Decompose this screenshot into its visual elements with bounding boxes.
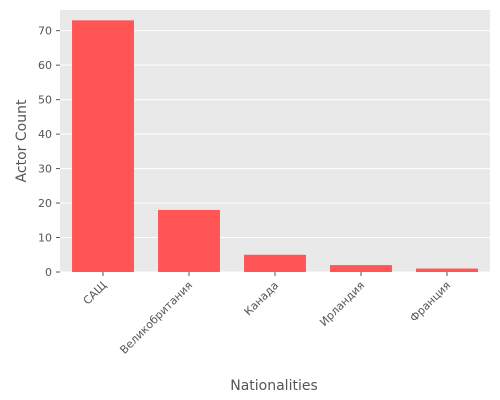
y-tick-label: 30 xyxy=(38,163,52,176)
bar xyxy=(158,209,220,272)
x-tick-label: Ирландия xyxy=(317,279,367,329)
y-axis-ticks: 0 10 20 30 40 50 60 70 xyxy=(38,25,60,279)
y-tick-label: 50 xyxy=(38,94,52,107)
bar xyxy=(416,268,478,272)
y-tick-label: 60 xyxy=(38,59,52,72)
y-tick-label: 20 xyxy=(38,197,52,210)
y-tick-label: 10 xyxy=(38,232,52,245)
y-axis-label: Actor Count xyxy=(14,99,30,182)
x-tick-label: Канада xyxy=(242,279,281,318)
y-tick-label: 40 xyxy=(38,128,52,141)
bars xyxy=(72,20,478,273)
y-tick-label: 0 xyxy=(45,266,52,279)
x-tick-label: Франция xyxy=(407,279,453,325)
x-axis-ticks: САЩ Великобритания Канада Ирландия Франция xyxy=(81,272,453,357)
y-tick-label: 70 xyxy=(38,25,52,38)
x-tick-label: САЩ xyxy=(81,279,109,307)
x-axis-label: Nationalities xyxy=(230,378,318,394)
x-tick-label: Великобритания xyxy=(117,279,195,357)
bar xyxy=(72,20,134,273)
bar xyxy=(330,265,392,272)
bar xyxy=(244,254,306,272)
